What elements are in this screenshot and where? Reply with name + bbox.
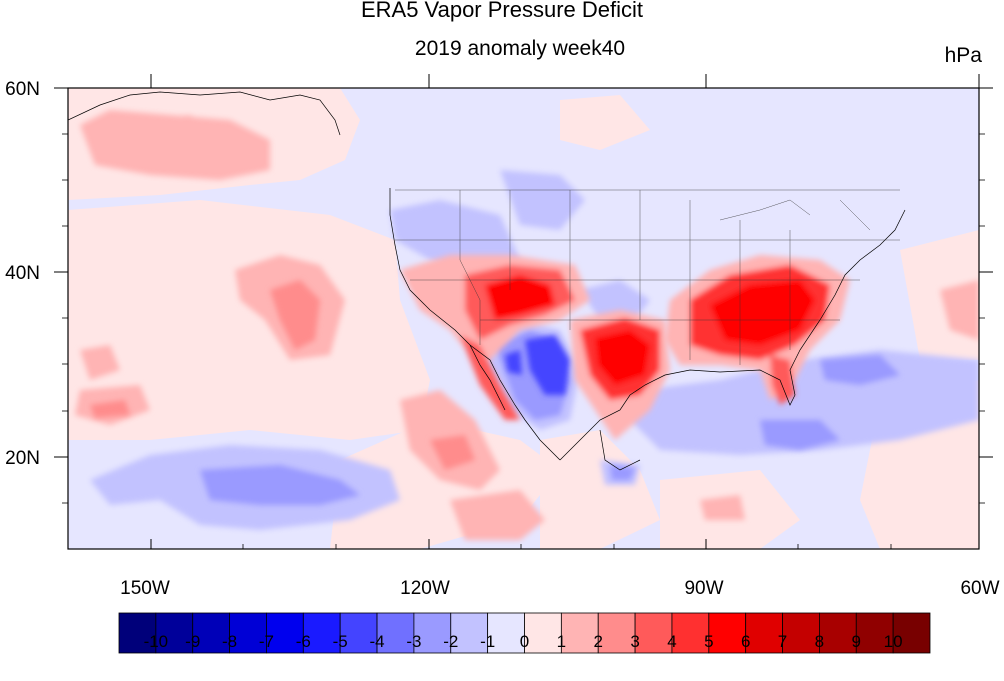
lon-labels: 150W 120W 90W 60W: [120, 578, 999, 599]
colorbar-swatch: [745, 612, 783, 654]
colorbar-swatch: [524, 612, 562, 654]
colorbar-swatch: [302, 612, 341, 654]
colorbar-swatch: [597, 612, 636, 654]
colorbar-swatch: [892, 612, 931, 654]
colorbar-label: 8: [814, 632, 825, 651]
colorbar-swatch: [450, 612, 489, 654]
lon-label-90w: 90W: [684, 578, 723, 599]
axis-ticks: [54, 74, 993, 549]
colorbar-label: -5: [332, 632, 348, 651]
colorbar-label: 5: [704, 632, 714, 651]
colorbar-label: 6: [740, 632, 751, 651]
lat-label-60n: 60N: [5, 79, 40, 100]
colorbar: [118, 612, 931, 654]
colorbar-swatch: [229, 612, 267, 654]
colorbar-label: -2: [443, 632, 459, 651]
lon-label-60w: 60W: [960, 578, 999, 599]
anomaly-positive-southwest: [400, 255, 590, 420]
colorbar-swatch: [487, 612, 525, 654]
colorbar-label: -3: [406, 632, 422, 651]
colorbar-swatch: [376, 612, 415, 654]
colorbar-label: -9: [185, 632, 201, 651]
colorbar-label: -8: [222, 632, 238, 651]
colorbar-label: 10: [883, 632, 903, 651]
anomaly-positive-southeast: [665, 255, 850, 405]
axis-minor-ticks: [62, 133, 985, 549]
colorbar-label: 9: [851, 632, 861, 651]
colorbar-label: -10: [143, 632, 169, 651]
colorbar-label: -1: [480, 632, 496, 651]
map-title: ERA5 Vapor Pressure Deficit: [360, 0, 644, 22]
colorbar-label: 1: [556, 632, 567, 651]
colorbar-label: 4: [667, 632, 677, 651]
anomaly-field: [68, 88, 979, 549]
state-borders: [395, 189, 900, 365]
units-label: hPa: [944, 44, 982, 67]
lat-label-40n: 40N: [5, 263, 40, 284]
lat-labels: 60N 40N 20N: [5, 79, 40, 469]
anomaly-positive-texas: [570, 310, 670, 440]
colorbar-label: 7: [777, 632, 788, 651]
anomaly-2-to-3: [90, 280, 475, 470]
colorbar-swatch: [266, 612, 304, 654]
colorbar-label: -4: [369, 632, 385, 651]
colorbar-swatch: [671, 612, 710, 654]
lon-label-120w: 120W: [400, 578, 450, 599]
coastlines: [68, 91, 906, 471]
lon-label-150w: 150W: [120, 578, 170, 599]
colorbar-swatch: [339, 612, 378, 654]
lat-label-20n: 20N: [5, 448, 40, 469]
colorbar-swatch: [560, 612, 599, 654]
colorbar-swatch: [819, 612, 857, 654]
colorbar-labels: -10 -9 -8 -7 -6 -5 -4 -3 -2 -1 0 1 2 3 4 5 6 7 8 9 10: [0, 632, 1004, 656]
colorbar-label: 0: [519, 632, 530, 651]
colorbar-label: -7: [258, 632, 275, 651]
anomaly-minus5-to-minus3: [505, 335, 570, 395]
colorbar-label: -6: [295, 632, 311, 651]
colorbar-swatch: [192, 612, 230, 654]
map-subtitle: 2019 anomaly week40: [414, 37, 626, 60]
colorbar-label: 2: [593, 632, 603, 651]
colorbar-label: 3: [630, 632, 640, 651]
plot-frame: [67, 87, 980, 550]
colorbar-swatch: [118, 612, 157, 654]
colorbar-swatch: [855, 612, 894, 654]
